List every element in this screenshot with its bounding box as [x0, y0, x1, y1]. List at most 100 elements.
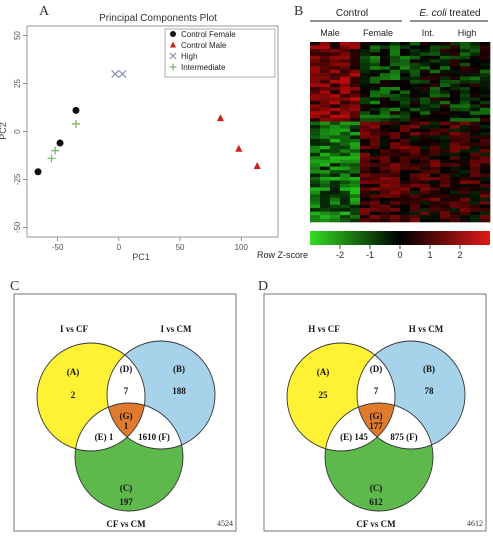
- heatmap-cell: [480, 128, 491, 133]
- heatmap-cell: [330, 197, 341, 202]
- heatmap-cell: [450, 93, 461, 98]
- heatmap-cell: [350, 138, 361, 143]
- heatmap-cell: [430, 80, 441, 84]
- heatmap-cell: [310, 156, 321, 160]
- heatmap-cell: [360, 211, 371, 216]
- heatmap-cell: [370, 118, 381, 122]
- heatmap-cell: [380, 204, 391, 209]
- heatmap-cell: [360, 76, 371, 81]
- venn-d-set-label-bottom: CF vs CM: [356, 519, 396, 529]
- heatmap-cell: [400, 48, 411, 53]
- pca-legend-marker-high: [169, 52, 177, 60]
- heatmap-cell: [370, 48, 381, 53]
- heatmap-cell: [310, 104, 321, 109]
- heatmap-cell: [320, 138, 331, 143]
- heatmap-cell: [370, 163, 381, 167]
- heatmap-cell: [340, 142, 351, 147]
- heatmap-cell: [380, 163, 391, 167]
- heatmap-cell: [470, 59, 481, 64]
- heatmap-cell: [460, 149, 471, 154]
- heatmap-cell: [390, 201, 401, 205]
- heatmap-cell: [400, 156, 411, 160]
- heatmap-cell: [430, 69, 441, 74]
- heatmap-cell: [360, 66, 371, 70]
- pca-y-tick-label: 0: [13, 129, 22, 134]
- heatmap-cell: [400, 183, 411, 188]
- heatmap-cell: [330, 159, 341, 164]
- heatmap-cell: [450, 125, 461, 129]
- heatmap-cell: [360, 45, 371, 50]
- heatmap-cell: [350, 132, 361, 136]
- venn-d-region-c-label: (C): [370, 483, 383, 493]
- heatmap-cell: [320, 215, 331, 219]
- heatmap-cell: [410, 100, 421, 105]
- heatmap-cell: [330, 59, 341, 64]
- heatmap-cell: [400, 170, 411, 174]
- heatmap-cell: [430, 62, 441, 67]
- heatmap-cell: [460, 187, 471, 192]
- heatmap-cell: [370, 197, 381, 202]
- heatmap-cell: [410, 166, 421, 171]
- heatmap-cell: [410, 170, 421, 174]
- heatmap-cell: [330, 118, 341, 122]
- pca-x-tick-label: 0: [117, 243, 122, 252]
- heatmap-cell: [320, 73, 331, 77]
- heatmap-cell: [400, 190, 411, 195]
- heatmap-cell: [340, 159, 351, 164]
- heatmap-cell: [390, 170, 401, 174]
- heatmap-cell: [420, 128, 431, 133]
- heatmap-cell: [320, 45, 331, 50]
- heatmap-cell: [320, 190, 331, 195]
- heatmap-cell: [360, 83, 371, 88]
- heatmap-cell: [440, 187, 451, 192]
- heatmap-cell: [390, 142, 401, 147]
- heatmap-cell: [400, 52, 411, 57]
- heatmap-cell: [470, 111, 481, 115]
- heatmap-cell: [320, 118, 331, 122]
- heatmap-cell: [430, 42, 441, 46]
- heatmap-cell: [320, 125, 331, 129]
- colorbar-ticks: -2 -1 0 1 2: [336, 245, 463, 260]
- heatmap-cell: [350, 208, 361, 212]
- heatmap-cell: [400, 204, 411, 209]
- heatmap-cell: [430, 93, 441, 98]
- heatmap-cell: [430, 97, 441, 102]
- heatmap-cell: [330, 114, 341, 119]
- venn-c-circle-outline-right: [106, 340, 216, 450]
- heatmap-cell: [400, 104, 411, 109]
- heatmap-cell: [340, 104, 351, 109]
- heatmap-cell: [420, 80, 431, 84]
- heatmap-cell: [450, 132, 461, 136]
- heatmap-cell: [460, 201, 471, 205]
- heatmap-cell: [370, 128, 381, 133]
- venn-d-circle-outline-left: [286, 342, 396, 452]
- heatmap-cell: [330, 166, 341, 171]
- heatmap-cell: [380, 42, 391, 46]
- heatmap-cell: [480, 132, 491, 136]
- heatmap-cell: [460, 190, 471, 195]
- venn-d-region-a-value: 25: [319, 390, 329, 400]
- heatmap-cell: [430, 194, 441, 199]
- heatmap-cell: [340, 163, 351, 167]
- heatmap-cell: [310, 128, 321, 133]
- heatmap-cell: [450, 201, 461, 205]
- heatmap-cell: [410, 111, 421, 115]
- heatmap-cell: [380, 190, 391, 195]
- heatmap-cell: [310, 45, 321, 50]
- heatmap-cell: [470, 80, 481, 84]
- heatmap-cell: [440, 128, 451, 133]
- heatmap-cell: [380, 90, 391, 95]
- heatmap-cell: [370, 183, 381, 188]
- heatmap-cell: [450, 97, 461, 102]
- heatmap-cell: [440, 107, 451, 112]
- heatmap-cell: [430, 107, 441, 112]
- heatmap-cell: [400, 125, 411, 129]
- heatmap-cell: [420, 73, 431, 77]
- heatmap-cell: [380, 201, 391, 205]
- heatmap-cell: [430, 152, 441, 157]
- heatmap-cell: [380, 59, 391, 64]
- heatmap-cell: [450, 90, 461, 95]
- heatmap-cell: [410, 159, 421, 164]
- heatmap-cell: [480, 138, 491, 143]
